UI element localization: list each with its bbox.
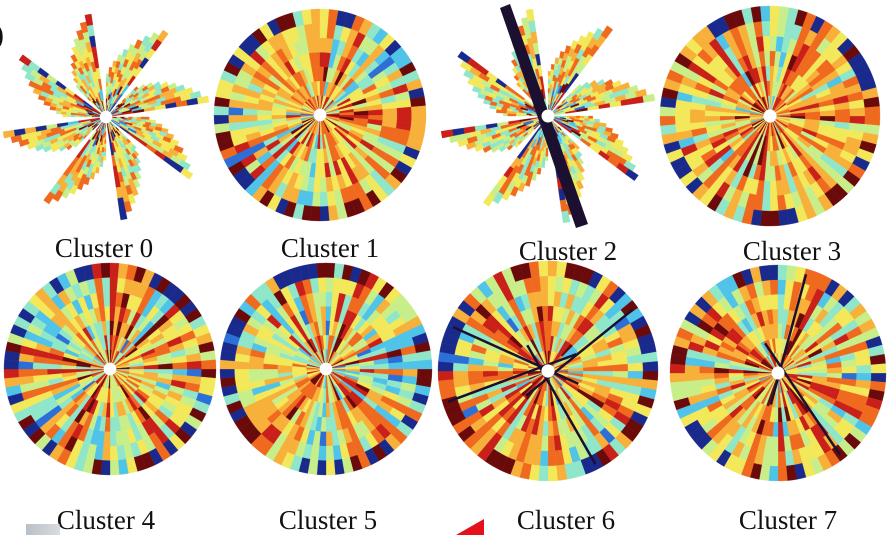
cluster-7-plot <box>669 264 887 482</box>
cluster-2-label: Cluster 2 <box>518 236 618 266</box>
cluster-0-plot <box>2 13 210 221</box>
cluster-6-plot <box>437 260 659 482</box>
panel-label: ) <box>0 18 4 52</box>
cluster-3-plot <box>659 5 881 227</box>
cluster-4-plot <box>3 262 217 476</box>
cluster-0-label: Cluster 0 <box>54 233 154 263</box>
cluster-4-label: Cluster 4 <box>56 505 156 535</box>
cropped-logo-fragment <box>26 524 60 535</box>
cluster-2-plot <box>440 4 656 228</box>
cluster-1-label: Cluster 1 <box>280 233 380 263</box>
red-arrow-mark <box>456 519 484 535</box>
cluster-3-label: Cluster 3 <box>742 236 842 266</box>
cluster-1-plot <box>213 8 427 222</box>
cluster-7-label: Cluster 7 <box>738 505 838 535</box>
cluster-5-plot <box>219 262 433 476</box>
cluster-6-label: Cluster 6 <box>516 505 616 535</box>
cluster-5-label: Cluster 5 <box>278 505 378 535</box>
